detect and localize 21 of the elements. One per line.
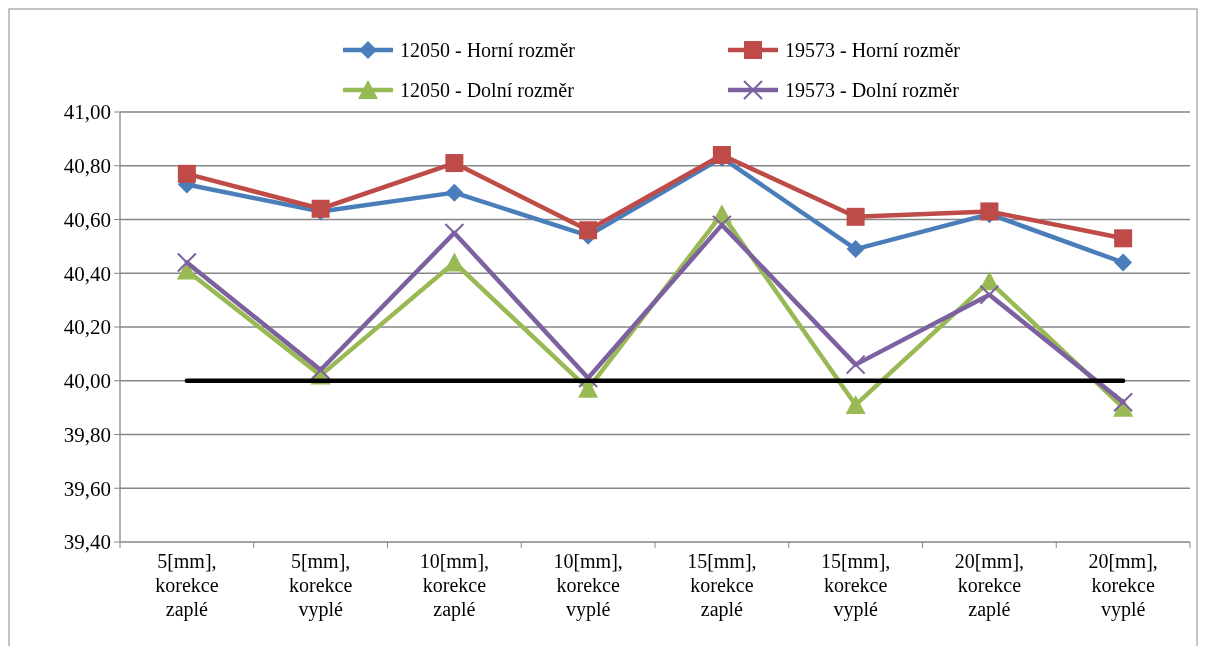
y-tick-label: 39,40 bbox=[63, 530, 111, 555]
x-tick-label: 15[mm], korekce zaplé bbox=[687, 550, 757, 621]
x-tick-label: 15[mm], korekce vyplé bbox=[820, 550, 891, 621]
y-tick-label: 40,40 bbox=[63, 261, 111, 286]
y-tick-label: 40,80 bbox=[63, 154, 111, 179]
y-tick-label: 41,00 bbox=[63, 100, 111, 125]
y-tick-label: 40,00 bbox=[63, 369, 111, 394]
y-tick-label: 39,60 bbox=[63, 476, 111, 501]
x-tick-label: 10[mm], korekce vyplé bbox=[553, 550, 623, 621]
y-tick-label: 40,60 bbox=[63, 207, 111, 232]
y-tick-label: 39,80 bbox=[63, 422, 111, 447]
x-tick-label: 5[mm], korekce zaplé bbox=[155, 550, 219, 621]
x-tick-label: 5[mm], korekce vyplé bbox=[288, 550, 353, 621]
legend-label: 12050 - Horní rozměr bbox=[400, 39, 576, 61]
x-tick-label: 10[mm], korekce zaplé bbox=[419, 550, 490, 621]
legend-label: 19573 - Horní rozměr bbox=[785, 39, 961, 61]
y-tick-label: 40,20 bbox=[63, 315, 111, 340]
legend-label: 19573 - Dolní rozměr bbox=[785, 79, 960, 101]
x-tick-label: 20[mm], korekce zaplé bbox=[954, 550, 1025, 621]
legend-label: 12050 - Dolní rozměr bbox=[400, 79, 575, 101]
x-tick-label: 20[mm], korekce vyplé bbox=[1088, 550, 1158, 621]
